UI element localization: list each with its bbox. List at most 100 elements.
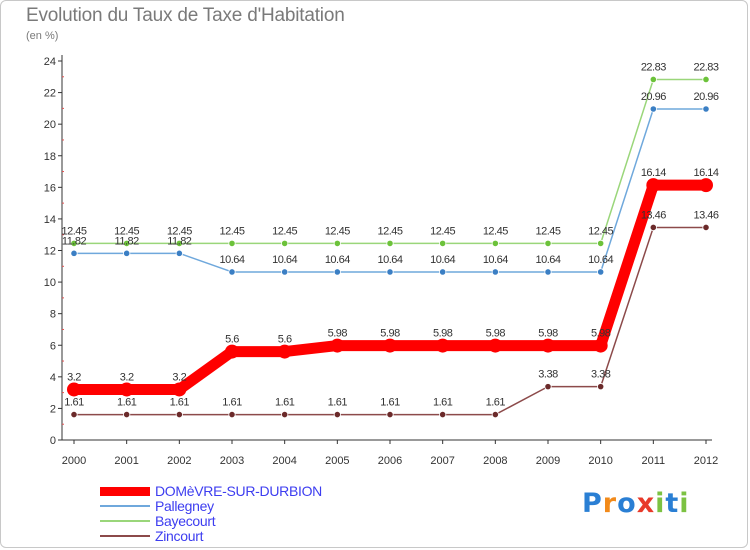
data-point: [649, 223, 657, 232]
data-label: 10.64: [272, 254, 297, 266]
data-point: [281, 268, 289, 276]
data-label: 16.14: [641, 167, 666, 179]
y-tick-label: 0: [50, 435, 56, 447]
logo-letter: t: [665, 488, 680, 519]
data-point: [123, 410, 131, 419]
data-point: [333, 268, 341, 276]
data-point: [175, 249, 183, 257]
legend-swatch: [100, 486, 150, 496]
data-point: [491, 239, 499, 247]
x-tick-label: 2007: [430, 455, 454, 467]
data-label: 5.6: [278, 334, 292, 346]
data-label: 22.83: [693, 61, 718, 73]
data-point: [277, 344, 292, 359]
y-tick-label: 14: [44, 214, 56, 226]
data-label: 1.61: [170, 397, 190, 409]
data-label: 1.61: [486, 397, 506, 409]
data-point: [646, 178, 661, 193]
data-point: [119, 382, 134, 397]
data-point: [386, 268, 394, 276]
data-label: 11.82: [62, 235, 87, 247]
logo-letter: i: [679, 488, 690, 519]
data-label: 5.98: [380, 328, 400, 340]
logo-letter: P: [582, 488, 603, 519]
data-label: 10.64: [535, 254, 560, 266]
data-point: [544, 268, 552, 276]
logo-letter: i: [655, 488, 666, 519]
data-label: 3.2: [120, 371, 134, 383]
data-label: 5.6: [225, 334, 239, 346]
data-point: [383, 338, 397, 353]
legend-swatch: [100, 505, 150, 507]
y-tick-label: 2: [50, 403, 56, 415]
proxiti-logo: Proxiti: [582, 488, 690, 519]
legend-label: Pallegney: [155, 498, 214, 514]
data-label: 1.61: [328, 397, 348, 409]
data-label: 1.61: [117, 397, 137, 409]
data-point: [172, 382, 187, 397]
y-tick-label: 8: [50, 309, 56, 321]
y-tick-label: 6: [50, 340, 56, 352]
data-label: 12.45: [588, 225, 613, 237]
y-tick-label: 16: [44, 182, 56, 194]
data-point: [333, 239, 341, 247]
data-label: 1.61: [222, 397, 242, 409]
data-label: 10.64: [483, 254, 508, 266]
data-point: [544, 383, 552, 391]
data-label: 1.61: [380, 397, 400, 409]
data-point: [439, 410, 447, 419]
series-line-bayecourt: [73, 78, 707, 245]
data-label: 20.96: [641, 91, 666, 103]
data-label: 12.45: [219, 225, 244, 237]
data-point: [175, 410, 183, 419]
data-label: 5.98: [486, 328, 506, 340]
logo-letter: o: [617, 488, 637, 519]
data-label: 16.14: [693, 167, 718, 179]
data-point: [544, 239, 552, 247]
x-tick-label: 2011: [642, 455, 666, 467]
data-label: 5.98: [538, 328, 558, 340]
data-point: [228, 239, 236, 247]
chart-title: Evolution du Taux de Taxe d'Habitation: [26, 5, 345, 26]
x-tick-label: 2010: [588, 455, 612, 467]
data-label: 12.45: [430, 225, 455, 237]
y-tick-label: 10: [44, 277, 56, 289]
data-point: [491, 268, 499, 276]
data-label: 10.64: [430, 254, 455, 266]
data-label: 3.38: [591, 369, 611, 381]
data-label: 1.61: [64, 397, 84, 409]
data-point: [175, 239, 183, 247]
data-label: 12.45: [325, 225, 350, 237]
x-tick-label: 2006: [378, 455, 402, 467]
data-point: [597, 268, 605, 276]
legend-swatch: [100, 535, 150, 537]
legend-label: Zincourt: [155, 528, 204, 544]
data-label: 5.98: [591, 328, 611, 340]
data-point: [386, 410, 394, 419]
data-point: [491, 410, 499, 419]
series-line-dom-vre-sur-durbion: [68, 179, 712, 395]
legend-label: Bayecourt: [155, 513, 216, 529]
data-label: 12.45: [167, 225, 192, 237]
data-point: [228, 410, 236, 419]
data-label: 12.45: [272, 225, 297, 237]
data-point: [333, 410, 341, 419]
data-label: 12.45: [377, 225, 402, 237]
data-point: [702, 223, 710, 232]
x-tick-label: 2008: [483, 455, 507, 467]
data-label: 5.98: [328, 328, 348, 340]
x-tick-label: 2002: [167, 455, 191, 467]
data-point: [225, 344, 239, 359]
data-point: [228, 268, 236, 276]
data-label: 3.2: [172, 371, 186, 383]
data-point: [67, 382, 81, 397]
y-tick-label: 20: [44, 119, 56, 131]
y-tick-label: 12: [44, 246, 56, 258]
data-label: 10.64: [219, 254, 244, 266]
chart-legend: DOMèVRE-SUR-DURBION Pallegney Bayecourt Zin…: [100, 484, 400, 544]
data-point: [70, 410, 78, 419]
y-tick-label: 22: [44, 88, 56, 100]
data-point: [702, 105, 710, 113]
y-tick-label: 4: [50, 372, 56, 384]
legend-swatch: [100, 520, 150, 522]
